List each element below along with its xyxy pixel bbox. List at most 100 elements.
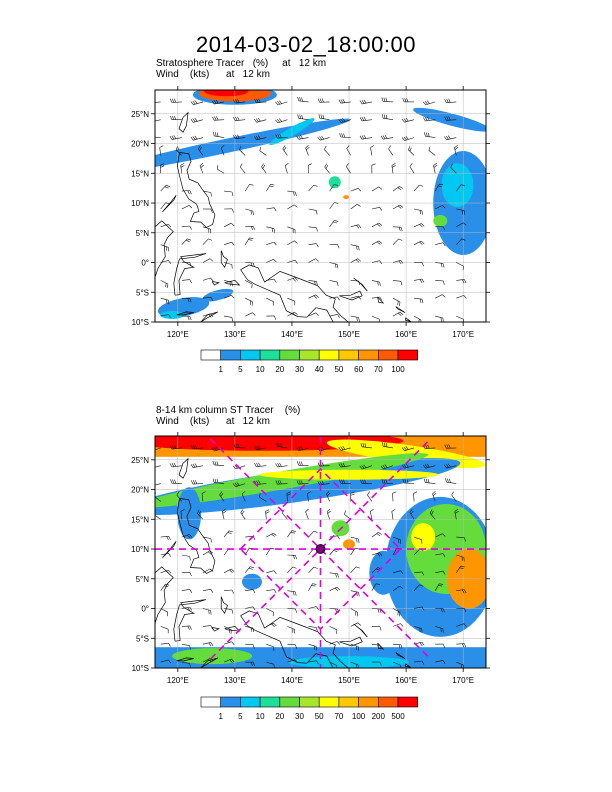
wind-barb <box>214 135 225 138</box>
wind-barb <box>392 238 399 245</box>
wind-barb <box>160 552 169 556</box>
wind-barb <box>308 280 317 282</box>
wind-barb <box>235 101 246 104</box>
wind-barb-flag <box>398 260 402 265</box>
wind-barb <box>241 493 246 502</box>
wind-barb-flag <box>194 100 198 104</box>
coastline <box>178 457 189 479</box>
wind-barb-flag <box>210 208 213 213</box>
wind-barb <box>224 280 232 283</box>
colorbar-label: 1 <box>218 712 223 721</box>
wind-barb-flag <box>257 117 261 122</box>
wind-barb <box>350 661 359 666</box>
wind-barb-flag <box>295 644 297 649</box>
wind-barb-flag <box>337 282 339 287</box>
wind-barb <box>329 586 338 591</box>
wind-barb-flag <box>313 530 318 533</box>
wind-barb-flag <box>231 282 233 287</box>
wind-barb-flag <box>199 162 204 167</box>
wind-barb <box>220 147 225 156</box>
wind-barb-flag <box>173 462 177 467</box>
tracer-east-patch <box>433 214 448 227</box>
wind-barb <box>245 589 254 591</box>
wind-barb-flag <box>316 281 318 286</box>
wind-barb-flag <box>252 312 256 316</box>
wind-barb-flag <box>252 589 256 594</box>
wind-barb-flag <box>177 147 180 152</box>
wind-barb-flag <box>463 295 467 299</box>
tracer-scattered <box>242 573 262 590</box>
wind-barb-flag <box>384 464 388 468</box>
wind-barb-flag <box>364 479 367 484</box>
wind-barb-flag <box>402 479 405 484</box>
wind-barb-flag <box>275 101 279 106</box>
wind-barb-flag <box>241 491 246 495</box>
wind-barb-flag <box>427 479 430 484</box>
wind-barb <box>388 148 394 156</box>
wind-barb-flag <box>442 226 446 231</box>
wind-barb <box>329 661 337 666</box>
wind-barb-flag <box>166 536 169 541</box>
wind-barb-flag <box>170 115 173 120</box>
y-tick-label: 15°N <box>131 169 149 178</box>
wind-barb-flag <box>405 446 409 450</box>
wind-barb <box>340 136 351 138</box>
wind-barb-flag <box>271 533 275 537</box>
wind-barb-flag <box>233 443 236 448</box>
wind-barb <box>371 552 380 556</box>
wind-barb-flag <box>294 260 298 264</box>
wind-barb <box>160 584 166 591</box>
wind-barb-flag <box>252 226 256 231</box>
wind-barb-flag <box>165 202 170 205</box>
wind-barb-flag <box>273 228 275 233</box>
wind-barb-flag <box>322 114 324 119</box>
wind-barb-flag <box>358 246 360 251</box>
wind-barb-flag <box>270 547 275 550</box>
wind-barb <box>287 311 295 317</box>
wind-barb-flag <box>464 608 467 613</box>
wind-barb <box>224 589 233 591</box>
wind-barb <box>433 165 436 174</box>
wind-barb-flag <box>216 479 219 484</box>
wind-barb-flag <box>220 493 224 497</box>
wind-barb-flag <box>448 116 451 121</box>
colorbar-swatch <box>299 696 320 708</box>
wind-barb-flag <box>423 117 426 122</box>
wind-barb <box>245 262 254 264</box>
wind-barb <box>435 570 444 574</box>
wind-barb <box>155 101 161 103</box>
wind-barb-flag <box>252 644 255 649</box>
wind-barb-flag <box>442 570 446 575</box>
colorbar-label: 10 <box>256 365 265 374</box>
wind-barb-flag <box>444 444 447 449</box>
coastline <box>353 623 368 638</box>
wind-barb <box>287 643 296 645</box>
wind-barb-flag <box>167 223 172 228</box>
wind-barb <box>224 315 232 318</box>
wind-barb-flag <box>296 480 299 485</box>
wind-barb <box>171 137 182 140</box>
wind-barb-flag <box>185 239 190 242</box>
wind-barb-flag <box>274 315 277 320</box>
coastline <box>339 636 363 647</box>
wind-barb <box>324 149 330 156</box>
wind-barb-flag <box>255 135 259 140</box>
wind-barb-flag <box>446 116 449 121</box>
wind-barb-flag <box>346 163 349 167</box>
wind-barb <box>181 661 190 664</box>
wind-barb-flag <box>299 97 301 102</box>
wind-barb-flag <box>444 464 447 469</box>
wind-barb <box>324 166 330 174</box>
wind-barb-flag <box>213 447 217 451</box>
coastline <box>220 596 228 615</box>
wind-barb-flag <box>379 645 381 650</box>
wind-barb-flag <box>190 136 194 141</box>
tracer-south-core <box>160 310 185 319</box>
wind-barb <box>308 583 313 591</box>
wind-barb <box>155 119 161 122</box>
wind-barb-flag <box>231 641 235 645</box>
wind-barb-flag <box>370 509 374 512</box>
wind-barb-flag <box>356 317 358 322</box>
wind-barb-flag <box>273 532 277 536</box>
wind-barb-flag <box>151 134 152 138</box>
